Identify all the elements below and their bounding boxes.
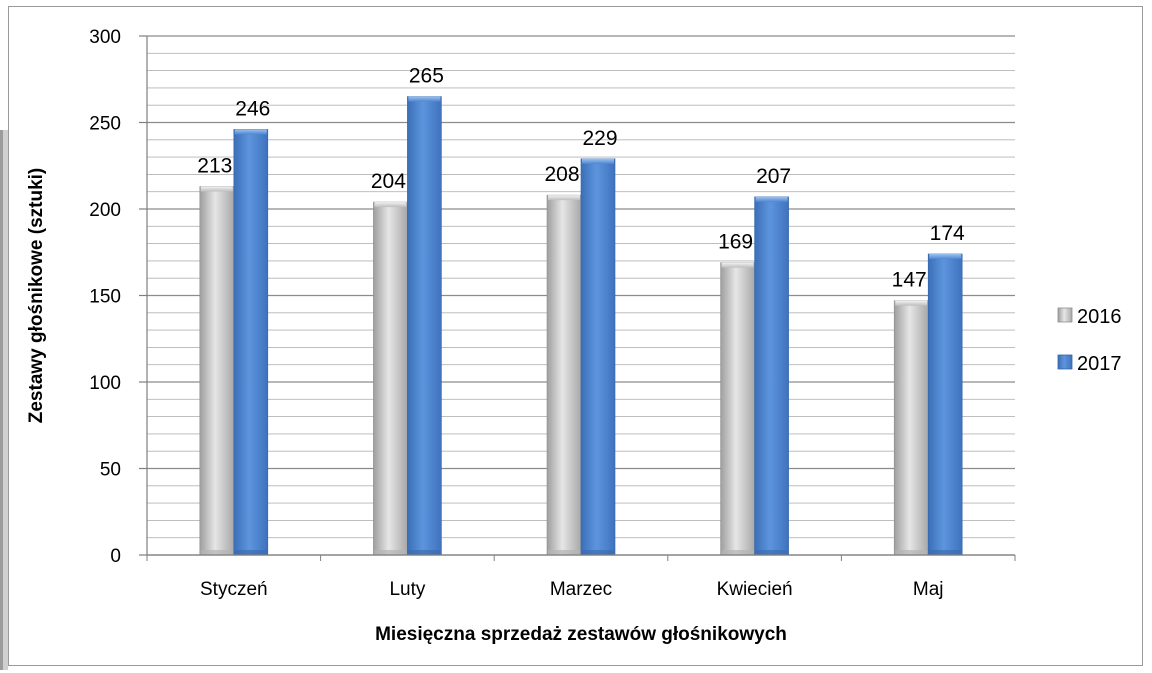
bar-top-2017-Kwiecień (755, 196, 788, 202)
bar-2016-Styczeń (199, 186, 235, 556)
bars (199, 96, 963, 556)
bar-top-2016-Kwiecień (721, 262, 754, 268)
y-tick-label: 150 (89, 287, 121, 308)
bar-base-2017-Maj (929, 550, 962, 555)
legend: 2016 2017 (1057, 306, 1122, 375)
y-tick-label: 100 (89, 373, 121, 394)
bar-base-2016-Kwiecień (721, 550, 754, 555)
data-label-2016-Luty: 204 (371, 170, 406, 193)
y-tick-label: 250 (89, 114, 121, 135)
bar-top-2016-Styczeń (200, 186, 233, 192)
x-tick-label: Maj (913, 579, 944, 600)
x-axis-title: Miesięczna sprzedaż zestawów głośnikowyc… (375, 624, 787, 645)
y-axis-title: Zestawy głośnikowe (sztuki) (26, 168, 47, 424)
y-tick-label: 300 (89, 27, 121, 48)
y-tick-label: 200 (89, 200, 121, 221)
bar-base-2016-Styczeń (200, 550, 233, 555)
bar-base-2017-Luty (408, 550, 441, 555)
data-label-2017-Maj: 174 (930, 222, 965, 245)
bar-top-2017-Styczeń (234, 129, 267, 135)
y-tick-label: 0 (110, 546, 121, 567)
bar-base-2016-Maj (895, 550, 928, 555)
data-label-2016-Kwiecień: 169 (718, 231, 753, 254)
bar-top-2017-Marzec (582, 158, 614, 164)
x-tick-label: Marzec (550, 579, 612, 600)
bar-top-2016-Luty (374, 202, 407, 208)
bar-2017-Maj (927, 253, 963, 556)
bar-top-2016-Maj (895, 300, 928, 306)
bar-2017-Kwiecień (754, 196, 789, 556)
data-label-2017-Marzec: 229 (582, 127, 617, 150)
x-tick-label: Luty (389, 579, 425, 600)
bar-top-2017-Luty (408, 96, 441, 102)
bar-2016-Kwiecień (720, 262, 755, 556)
bar-base-2017-Styczeń (234, 550, 267, 555)
bar-base-2016-Luty (374, 550, 407, 555)
bar-2016-Luty (373, 201, 408, 556)
legend-label-2016: 2016 (1077, 306, 1122, 328)
data-label-2017-Styczeń: 246 (235, 97, 270, 120)
x-tick-label: Styczeń (200, 579, 268, 600)
bar-base-2016-Marzec (548, 550, 580, 555)
data-label-2017-Kwiecień: 207 (756, 165, 791, 188)
legend-label-2017: 2017 (1077, 353, 1122, 375)
legend-swatch-2017 (1057, 354, 1073, 370)
bar-2016-Marzec (546, 194, 582, 556)
y-axis-ticks: 0 50 100 150 200 250 300 (89, 27, 147, 567)
bar-2017-Luty (407, 96, 442, 556)
bar-2017-Marzec (580, 158, 616, 556)
bar-top-2016-Marzec (548, 195, 580, 201)
data-label-2017-Luty: 265 (409, 65, 444, 88)
bar-base-2017-Kwiecień (755, 550, 788, 555)
y-tick-label: 50 (100, 460, 121, 481)
bar-2017-Styczeń (233, 129, 269, 556)
x-axis-ticks: Styczeń Luty Marzec Kwiecień Maj (146, 555, 1016, 600)
data-label-2016-Marzec: 208 (544, 163, 579, 186)
data-label-2016-Styczeń: 213 (197, 155, 232, 178)
x-tick-label: Kwiecień (717, 579, 793, 600)
bar-2016-Maj (893, 300, 929, 556)
bar-base-2017-Marzec (582, 550, 614, 555)
legend-swatch-2016 (1057, 307, 1073, 323)
bar-top-2017-Maj (929, 253, 962, 259)
data-label-2016-Maj: 147 (892, 269, 927, 292)
window-edge (0, 130, 8, 670)
window-edge-shadow (0, 130, 3, 670)
